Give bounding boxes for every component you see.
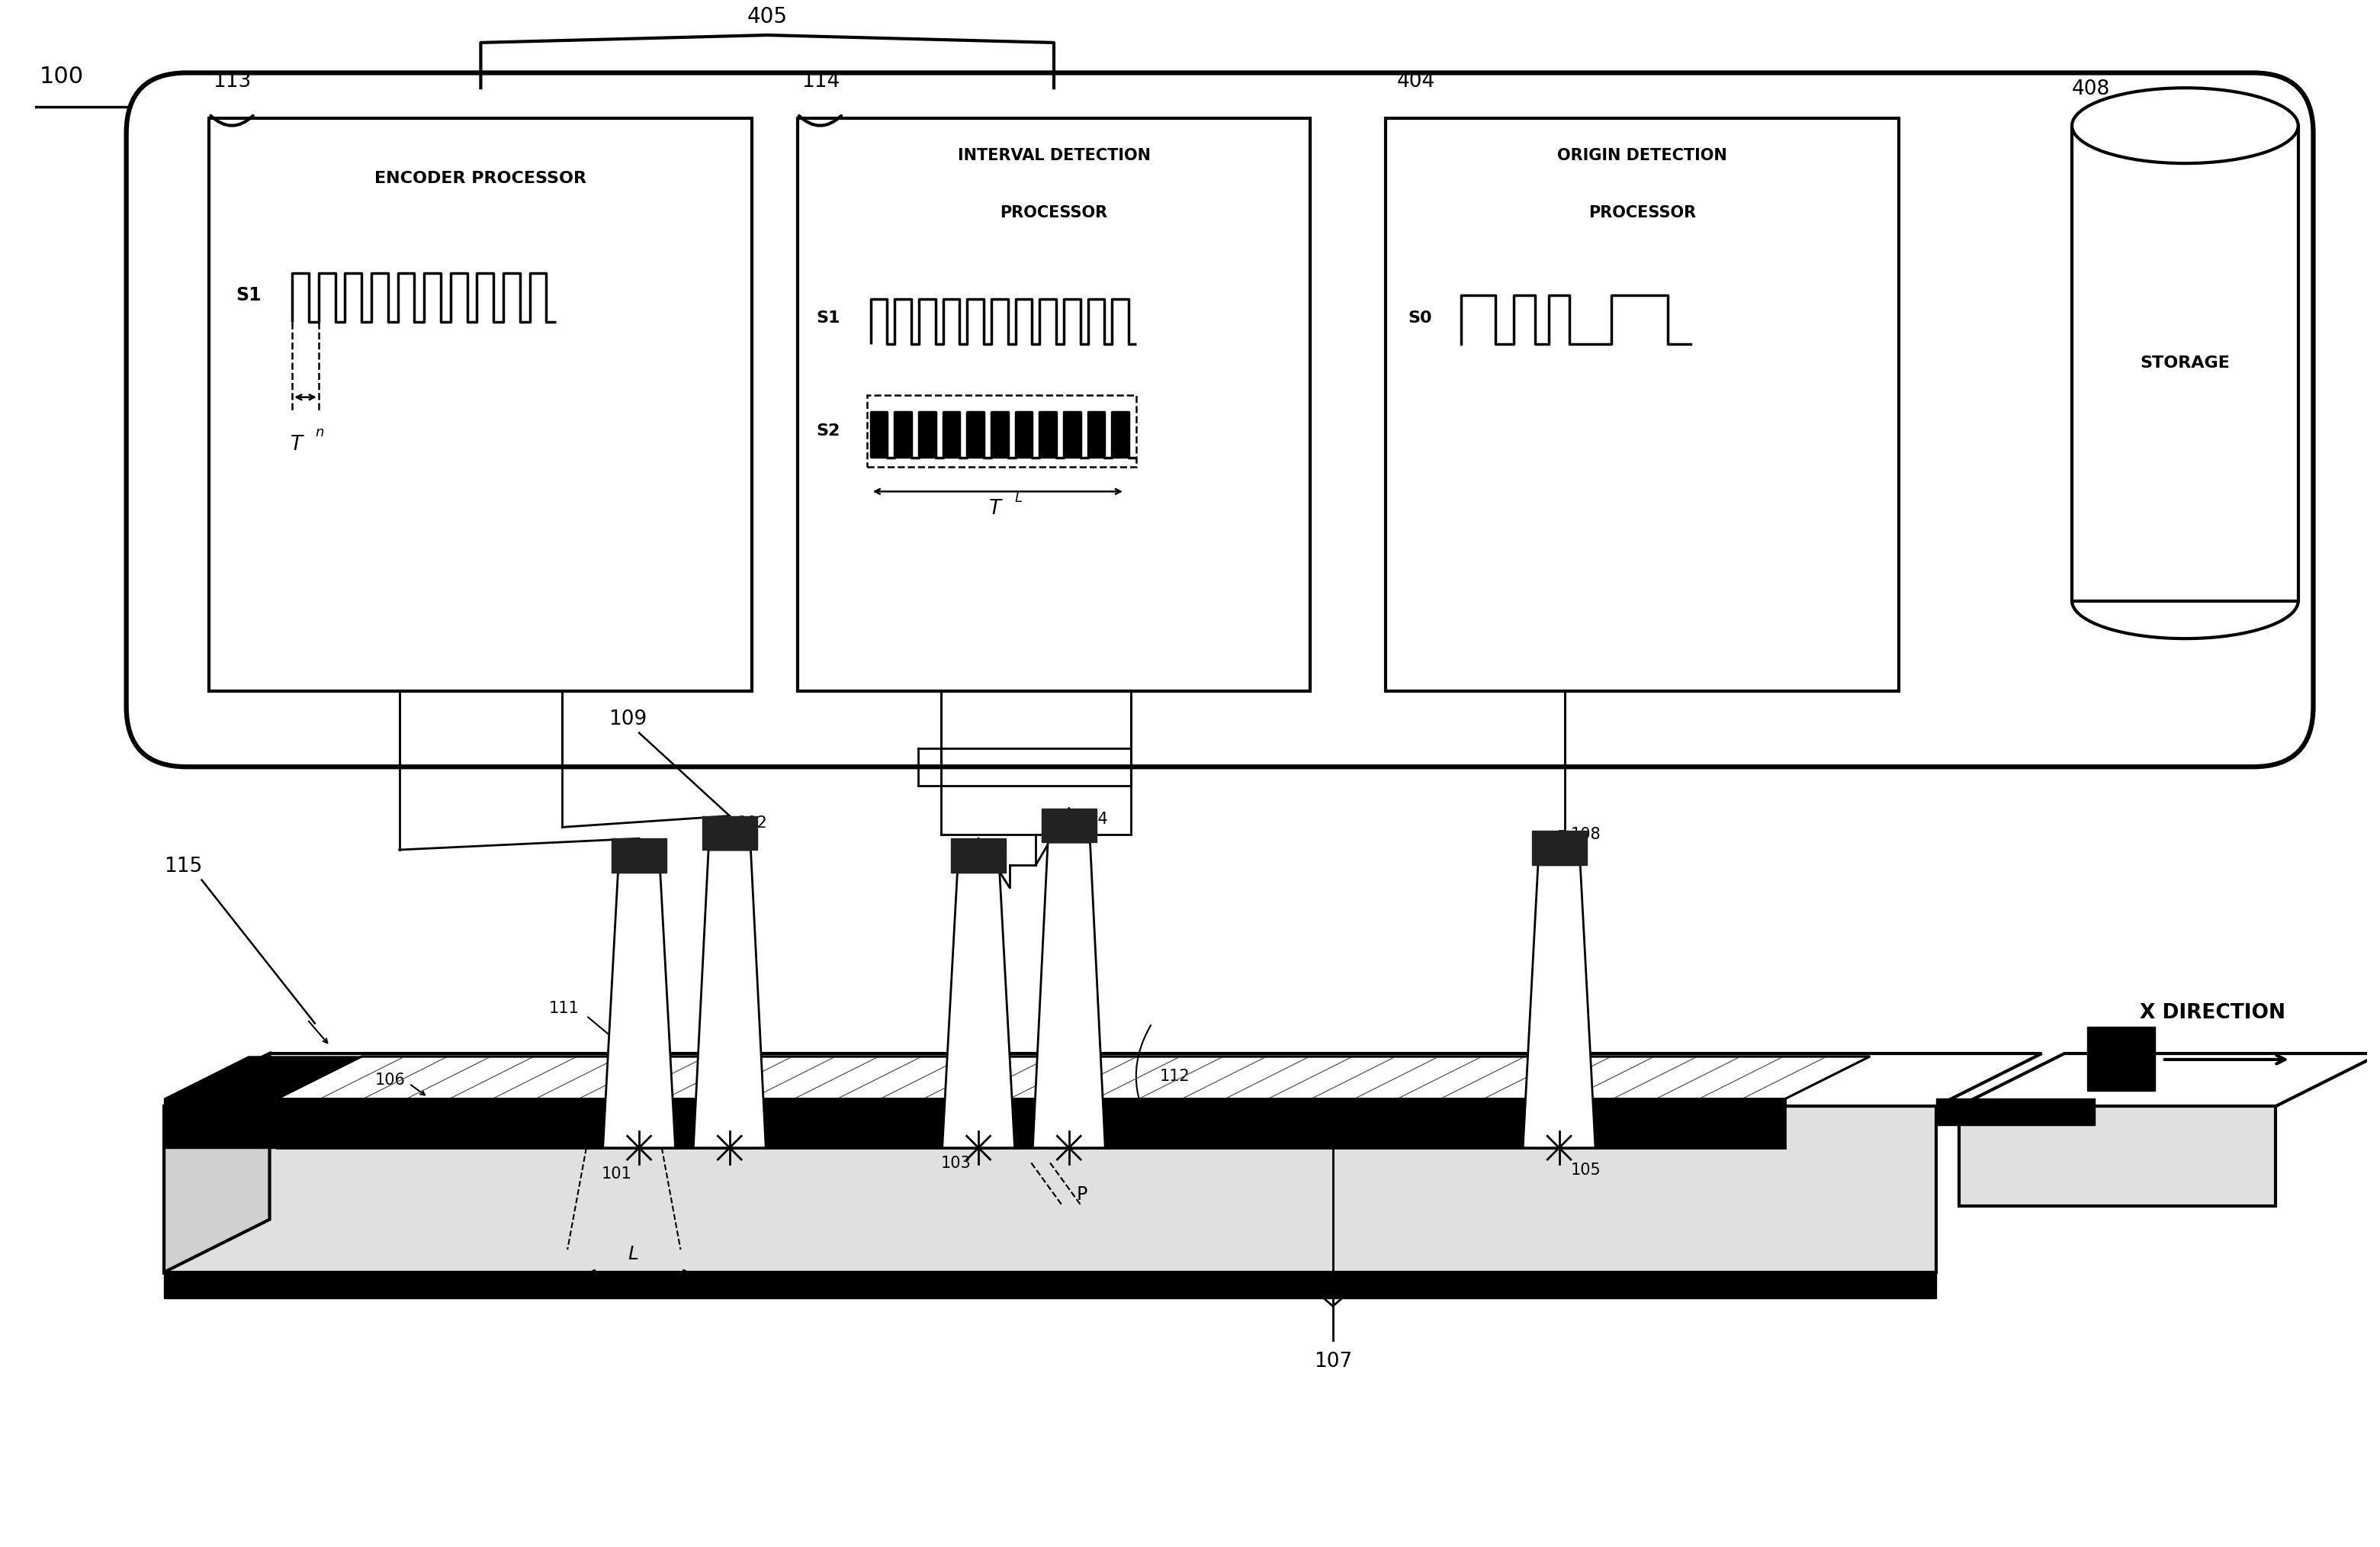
- Bar: [866, 394, 1135, 467]
- Text: 103: 103: [940, 1156, 971, 1171]
- Polygon shape: [952, 838, 1007, 873]
- Text: INTERVAL DETECTION: INTERVAL DETECTION: [957, 149, 1150, 164]
- Text: 111: 111: [547, 1001, 578, 1016]
- Bar: [992, 412, 1007, 458]
- Polygon shape: [164, 1054, 269, 1272]
- Text: 112: 112: [1159, 1069, 1190, 1084]
- Text: 115: 115: [164, 857, 202, 876]
- Text: S1: S1: [816, 311, 840, 325]
- Bar: [1016, 412, 1033, 458]
- Bar: [1088, 412, 1104, 458]
- Text: S1: S1: [236, 286, 262, 305]
- Bar: [919, 412, 935, 458]
- Polygon shape: [693, 849, 766, 1148]
- Text: L: L: [628, 1245, 638, 1264]
- Polygon shape: [164, 1057, 362, 1098]
- Text: 109: 109: [609, 709, 647, 729]
- Text: 101: 101: [602, 1166, 631, 1182]
- Bar: [1111, 412, 1128, 458]
- Text: 110: 110: [1385, 1106, 1416, 1122]
- Bar: [209, 118, 752, 692]
- Bar: [966, 412, 983, 458]
- Text: 104: 104: [1078, 812, 1109, 828]
- Text: STORAGE: STORAGE: [2140, 356, 2230, 371]
- Bar: [1064, 412, 1081, 458]
- Text: ORIGIN DETECTION: ORIGIN DETECTION: [1557, 149, 1728, 164]
- Polygon shape: [942, 873, 1014, 1148]
- Text: X DIRECTION: X DIRECTION: [2140, 1004, 2285, 1023]
- Polygon shape: [1042, 809, 1097, 842]
- Bar: [1385, 118, 1899, 692]
- Polygon shape: [276, 1057, 1871, 1098]
- Text: ENCODER PROCESSOR: ENCODER PROCESSOR: [374, 170, 588, 186]
- Text: S2: S2: [816, 424, 840, 439]
- Text: P: P: [1076, 1185, 1088, 1204]
- Text: S0: S0: [1409, 311, 1433, 325]
- Text: 405: 405: [747, 6, 788, 28]
- Polygon shape: [1533, 831, 1587, 865]
- Bar: [1040, 412, 1057, 458]
- Polygon shape: [164, 1098, 276, 1148]
- Bar: [797, 118, 1311, 692]
- Polygon shape: [1959, 1054, 2380, 1106]
- Text: T: T: [988, 500, 1002, 518]
- Text: T: T: [290, 435, 302, 455]
- Text: 114: 114: [802, 71, 840, 91]
- Text: 108: 108: [1571, 828, 1602, 842]
- Text: 107: 107: [1314, 1352, 1352, 1371]
- Text: 113: 113: [214, 71, 252, 91]
- Text: 100: 100: [40, 67, 83, 88]
- Polygon shape: [164, 1106, 1937, 1272]
- Text: 408: 408: [2073, 79, 2111, 99]
- Text: n: n: [314, 425, 324, 439]
- Text: PROCESSOR: PROCESSOR: [1000, 204, 1107, 220]
- Bar: [895, 412, 912, 458]
- Polygon shape: [1523, 865, 1595, 1148]
- Polygon shape: [1959, 1106, 2275, 1205]
- Bar: [164, 1272, 1937, 1298]
- Polygon shape: [612, 838, 666, 873]
- Polygon shape: [1937, 1098, 2094, 1125]
- Polygon shape: [702, 815, 757, 849]
- Polygon shape: [1033, 842, 1104, 1148]
- Polygon shape: [164, 1054, 2042, 1106]
- Text: 106: 106: [376, 1072, 405, 1088]
- FancyBboxPatch shape: [126, 73, 2313, 767]
- Text: PROCESSOR: PROCESSOR: [1587, 204, 1697, 220]
- Bar: [2087, 1027, 2154, 1091]
- Bar: [2073, 125, 2299, 600]
- Bar: [871, 412, 888, 458]
- Ellipse shape: [2073, 88, 2299, 164]
- Polygon shape: [276, 1098, 1785, 1148]
- Text: 105: 105: [1571, 1163, 1602, 1179]
- Text: L: L: [1014, 492, 1021, 506]
- Bar: [942, 412, 959, 458]
- Text: 404: 404: [1397, 71, 1435, 91]
- Polygon shape: [602, 873, 676, 1148]
- Text: 102: 102: [738, 815, 766, 831]
